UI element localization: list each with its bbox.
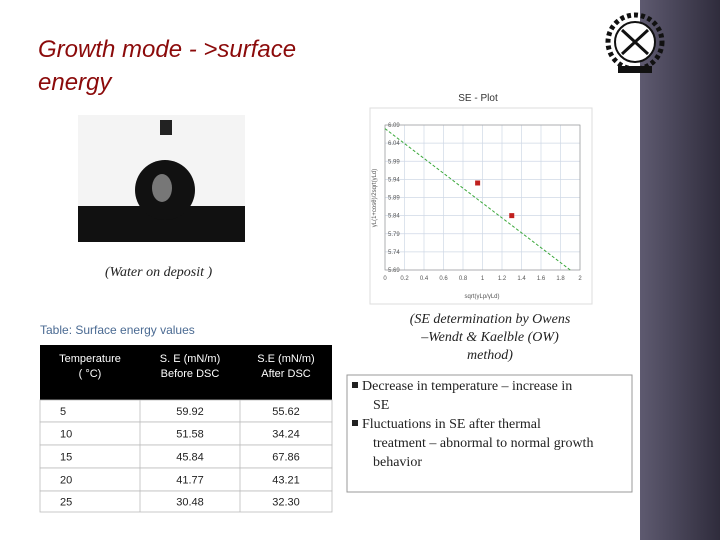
bullet-text: treatment – abnormal to normal growth	[373, 436, 593, 451]
header-cell: After DSC	[261, 368, 311, 380]
header-cell: ( °C)	[79, 368, 102, 380]
data-point	[509, 213, 515, 219]
slide-title: Growth mode - >surface	[38, 36, 296, 63]
table-cell: 41.77	[176, 475, 204, 487]
droplet-image	[78, 115, 245, 242]
y-tick-label: 5.84	[388, 214, 400, 220]
bullet-text: behavior	[373, 455, 422, 470]
table-cell: 34.24	[272, 429, 300, 441]
table-cell: 43.21	[272, 475, 300, 487]
plot-title: SE - Plot	[458, 93, 498, 104]
fit-line	[384, 128, 571, 271]
plot-caption: method)	[467, 348, 513, 363]
table-cell: 59.92	[176, 406, 204, 418]
table-row	[39, 490, 333, 513]
data-point	[475, 180, 481, 186]
x-tick-label: 0.2	[400, 276, 409, 282]
table-cell: 32.30	[272, 497, 300, 509]
bullet-marker	[352, 420, 358, 426]
table-cell: 15	[60, 452, 72, 464]
bullet-text: Decrease in temperature – increase in	[362, 379, 572, 394]
x-tick-label: 1	[481, 276, 485, 282]
y-tick-label: 5.79	[388, 232, 400, 238]
y-tick-label: 5.99	[388, 159, 400, 165]
y-axis-label: γL(1+cosθ)/2sqrt(γLd)	[372, 169, 378, 228]
table-header	[40, 345, 332, 400]
x-axis-label: sqrt(γLp/γLd)	[464, 294, 499, 300]
x-tick-label: 1.4	[517, 276, 526, 282]
bullet-text: Fluctuations in SE after thermal	[362, 417, 541, 432]
y-tick-label: 6.04	[388, 141, 400, 147]
x-tick-label: 0.4	[420, 276, 429, 282]
x-tick-label: 1.6	[537, 276, 546, 282]
plot-area	[384, 124, 581, 271]
header-cell: S. E (mN/m)	[160, 353, 221, 365]
y-tick-label: 6.09	[388, 123, 400, 129]
y-tick-label: 5.94	[388, 177, 400, 183]
plot-caption: –Wendt & Kaelble (OW)	[420, 330, 559, 345]
table-cell: 55.62	[272, 406, 300, 418]
x-tick-label: 0.8	[459, 276, 468, 282]
y-tick-label: 5.89	[388, 196, 400, 202]
table-cell: 25	[60, 497, 72, 509]
y-tick-label: 5.74	[388, 250, 400, 256]
bullet-box	[346, 374, 633, 493]
x-tick-label: 1.8	[556, 276, 565, 282]
header-cell: Temperature	[59, 353, 121, 365]
table-cell: 51.58	[176, 429, 204, 441]
plot-caption: (SE determination by Owens	[410, 312, 571, 327]
table-cell: 20	[60, 475, 72, 487]
y-tick-label: 5.69	[388, 268, 400, 274]
x-tick-label: 1.2	[498, 276, 507, 282]
x-tick-label: 0.6	[439, 276, 448, 282]
table-cell: 67.86	[272, 452, 300, 464]
table-cell: 5	[60, 406, 66, 418]
plot-frame	[369, 107, 593, 305]
logo	[605, 12, 665, 73]
slide-title: energy	[38, 69, 113, 96]
side-strip	[640, 0, 720, 540]
table-cell: 10	[60, 429, 72, 441]
table-caption: Table: Surface energy values	[40, 323, 195, 337]
x-tick-label: 0	[383, 276, 387, 282]
table-cell: 45.84	[176, 452, 204, 464]
header-cell: S.E (mN/m)	[257, 353, 314, 365]
image-caption: (Water on deposit )	[105, 265, 213, 280]
bullet-marker	[352, 382, 358, 388]
bullet-text: SE	[373, 398, 389, 413]
header-cell: Before DSC	[161, 368, 220, 380]
table-cell: 30.48	[176, 497, 204, 509]
x-tick-label: 2	[578, 276, 582, 282]
